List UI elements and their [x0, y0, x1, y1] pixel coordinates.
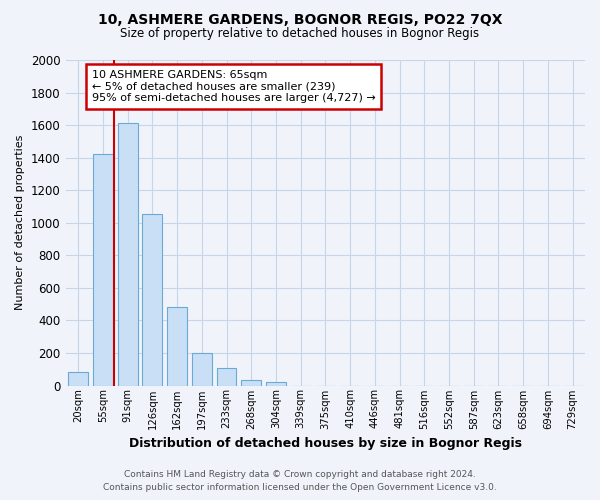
Bar [93, 154, 113, 386]
Text: Size of property relative to detached houses in Bognor Regis: Size of property relative to detached ho… [121, 28, 479, 40]
Bar [192, 353, 212, 386]
Bar [142, 214, 162, 386]
Bar [241, 380, 261, 386]
Text: 10 ASHMERE GARDENS: 65sqm
← 5% of detached houses are smaller (239)
95% of semi-: 10 ASHMERE GARDENS: 65sqm ← 5% of detach… [92, 70, 376, 103]
Y-axis label: Number of detached properties: Number of detached properties [15, 135, 25, 310]
Bar [68, 372, 88, 386]
X-axis label: Distribution of detached houses by size in Bognor Regis: Distribution of detached houses by size … [129, 437, 522, 450]
Text: 10, ASHMERE GARDENS, BOGNOR REGIS, PO22 7QX: 10, ASHMERE GARDENS, BOGNOR REGIS, PO22 … [98, 12, 502, 26]
Bar [167, 308, 187, 386]
Text: Contains HM Land Registry data © Crown copyright and database right 2024.
Contai: Contains HM Land Registry data © Crown c… [103, 470, 497, 492]
Bar [266, 382, 286, 386]
Bar [217, 368, 236, 386]
Bar [118, 124, 137, 386]
